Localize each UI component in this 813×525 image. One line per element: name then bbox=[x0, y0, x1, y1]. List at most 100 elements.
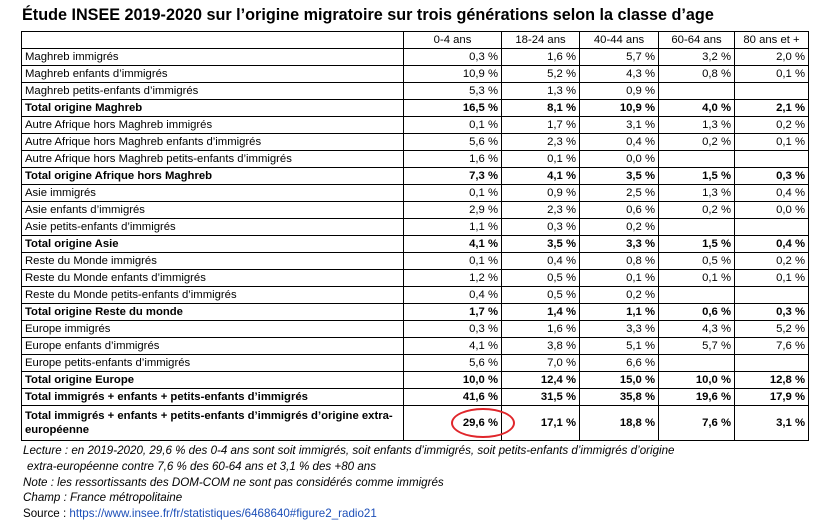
value-cell: 0,4 % bbox=[734, 235, 809, 253]
value-cell: 7,0 % bbox=[501, 354, 580, 372]
value-cell: 17,9 % bbox=[734, 388, 809, 406]
table-row: Maghreb enfants d’immigrés 10,9 % 5,2 % 4,3… bbox=[21, 65, 809, 83]
value-cell: 0,9 % bbox=[501, 184, 580, 202]
table-total-row: Total origine Reste du monde 1,7 % 1,4 % 1,… bbox=[21, 303, 809, 321]
value-cell: 35,8 % bbox=[579, 388, 659, 406]
value-cell: 1,7 % bbox=[501, 116, 580, 134]
value-cell: 2,1 % bbox=[734, 99, 809, 117]
value-cell: 5,2 % bbox=[501, 65, 580, 83]
value-cell bbox=[658, 150, 735, 168]
value-cell: 0,9 % bbox=[579, 82, 659, 100]
value-cell bbox=[658, 286, 735, 304]
row-label: Reste du Monde immigrés bbox=[21, 252, 404, 270]
header-cell bbox=[21, 31, 404, 49]
value-cell: 5,7 % bbox=[579, 48, 659, 66]
value-cell: 0,8 % bbox=[579, 252, 659, 270]
value-cell: 1,5 % bbox=[658, 235, 735, 253]
value-cell: 4,0 % bbox=[658, 99, 735, 117]
value-cell: 29,6 % bbox=[403, 405, 515, 441]
header-cell: 80 ans et + bbox=[734, 31, 809, 49]
value-cell bbox=[658, 82, 735, 100]
value-cell: 12,8 % bbox=[734, 371, 809, 389]
value-cell: 0,2 % bbox=[658, 201, 735, 219]
lecture-note-continued: extra-européenne contre 7,6 % des 60-64 … bbox=[27, 459, 377, 473]
value-cell bbox=[734, 354, 809, 372]
table-row: Asie immigrés 0,1 % 0,9 % 2,5 % 1,3 % 0,4 % bbox=[21, 184, 809, 202]
row-label: Europe enfants d’immigrés bbox=[21, 337, 404, 355]
value-cell bbox=[734, 82, 809, 100]
table-total-row: Total immigrés + enfants + petits-enfant… bbox=[21, 405, 809, 441]
value-cell: 0,8 % bbox=[658, 65, 735, 83]
value-cell: 5,1 % bbox=[579, 337, 659, 355]
value-cell: 0,1 % bbox=[403, 252, 502, 270]
red-circle-annotation bbox=[450, 408, 515, 438]
page-title: Étude INSEE 2019-2020 sur l’origine migr… bbox=[22, 6, 714, 24]
value-cell: 8,1 % bbox=[501, 99, 580, 117]
lecture-note: Lecture : en 2019-2020, 29,6 % des 0-4 a… bbox=[23, 444, 675, 457]
value-cell: 0,6 % bbox=[579, 201, 659, 219]
value-cell: 1,3 % bbox=[658, 116, 735, 134]
value-cell: 0,4 % bbox=[501, 252, 580, 270]
value-cell: 3,5 % bbox=[501, 235, 580, 253]
highlighted-value: 29,6 % bbox=[450, 408, 515, 438]
value-cell: 4,1 % bbox=[501, 167, 580, 185]
value-cell: 0,3 % bbox=[403, 48, 502, 66]
value-cell: 2,5 % bbox=[579, 184, 659, 202]
value-cell: 4,1 % bbox=[403, 235, 502, 253]
value-cell: 5,2 % bbox=[734, 320, 809, 338]
value-cell: 1,6 % bbox=[501, 320, 580, 338]
value-cell: 1,6 % bbox=[403, 150, 502, 168]
table-row: Asie petits-enfants d’immigrés 1,1 % 0,3 %… bbox=[21, 218, 809, 236]
value-cell: 0,3 % bbox=[734, 167, 809, 185]
table-row: Autre Afrique hors Maghreb enfants d’imm… bbox=[21, 133, 809, 151]
table-total-row: Total origine Maghreb 16,5 % 8,1 % 10,9 % 4,… bbox=[21, 99, 809, 117]
value-cell: 41,6 % bbox=[403, 388, 502, 406]
value-cell: 12,4 % bbox=[501, 371, 580, 389]
value-cell: 1,3 % bbox=[501, 82, 580, 100]
value-cell: 3,2 % bbox=[658, 48, 735, 66]
notes-block: Lecture : en 2019-2020, 29,6 % des 0-4 a… bbox=[23, 443, 675, 522]
value-cell: 0,5 % bbox=[658, 252, 735, 270]
table-row: Autre Afrique hors Maghreb petits-enfant… bbox=[21, 150, 809, 168]
value-cell: 0,2 % bbox=[734, 116, 809, 134]
value-cell: 0,4 % bbox=[734, 184, 809, 202]
value-cell: 1,3 % bbox=[658, 184, 735, 202]
value-cell: 10,0 % bbox=[403, 371, 502, 389]
value-cell: 10,9 % bbox=[403, 65, 502, 83]
value-cell: 5,3 % bbox=[403, 82, 502, 100]
dom-com-note: Note : les ressortissants des DOM-COM ne… bbox=[23, 475, 444, 489]
value-cell: 0,2 % bbox=[579, 286, 659, 304]
value-cell: 3,8 % bbox=[501, 337, 580, 355]
header-cell: 40-44 ans bbox=[579, 31, 659, 49]
value-cell: 10,0 % bbox=[658, 371, 735, 389]
header-cell: 60-64 ans bbox=[658, 31, 735, 49]
table-row: Europe enfants d’immigrés 4,1 % 3,8 % 5,1 %… bbox=[21, 337, 809, 355]
value-cell: 3,3 % bbox=[579, 235, 659, 253]
value-cell: 1,1 % bbox=[579, 303, 659, 321]
header-cell: 0-4 ans bbox=[403, 31, 502, 49]
source-link[interactable]: https://www.insee.fr/fr/statistiques/646… bbox=[69, 507, 377, 521]
table-total-row: Total immigrés + enfants + petits-enfant… bbox=[21, 388, 809, 406]
value-cell: 2,9 % bbox=[403, 201, 502, 219]
value-cell: 2,3 % bbox=[501, 133, 580, 151]
value-cell: 0,2 % bbox=[579, 218, 659, 236]
source-label: Source : bbox=[23, 507, 70, 521]
value-cell: 0,1 % bbox=[403, 184, 502, 202]
data-table: 0-4 ans 18-24 ans 40-44 ans 60-64 ans 80… bbox=[21, 31, 809, 441]
row-label: Total immigrés + enfants + petits-enfant… bbox=[21, 388, 404, 406]
value-cell: 7,6 % bbox=[734, 337, 809, 355]
scope-note: Champ : France métropolitaine bbox=[23, 491, 183, 505]
table-row: Autre Afrique hors Maghreb immigrés 0,1 %… bbox=[21, 116, 809, 134]
row-label: Maghreb enfants d’immigrés bbox=[21, 65, 404, 83]
table-total-row: Total origine Asie 4,1 % 3,5 % 3,3 % 1,5 % 0,… bbox=[21, 235, 809, 253]
table-row: Maghreb immigrés 0,3 % 1,6 % 5,7 % 3,2 % 2,0 … bbox=[21, 48, 809, 66]
value-cell: 0,3 % bbox=[403, 320, 502, 338]
value-cell: 3,5 % bbox=[579, 167, 659, 185]
value-cell: 16,5 % bbox=[403, 99, 502, 117]
row-label: Total origine Reste du monde bbox=[21, 303, 404, 321]
value-cell: 6,6 % bbox=[579, 354, 659, 372]
value-cell: 7,3 % bbox=[403, 167, 502, 185]
table-row: Europe immigrés 0,3 % 1,6 % 3,3 % 4,3 % 5,2 % bbox=[21, 320, 809, 338]
table-row: Maghreb petits-enfants d’immigrés 5,3 % 1,… bbox=[21, 82, 809, 100]
value-cell bbox=[734, 218, 809, 236]
